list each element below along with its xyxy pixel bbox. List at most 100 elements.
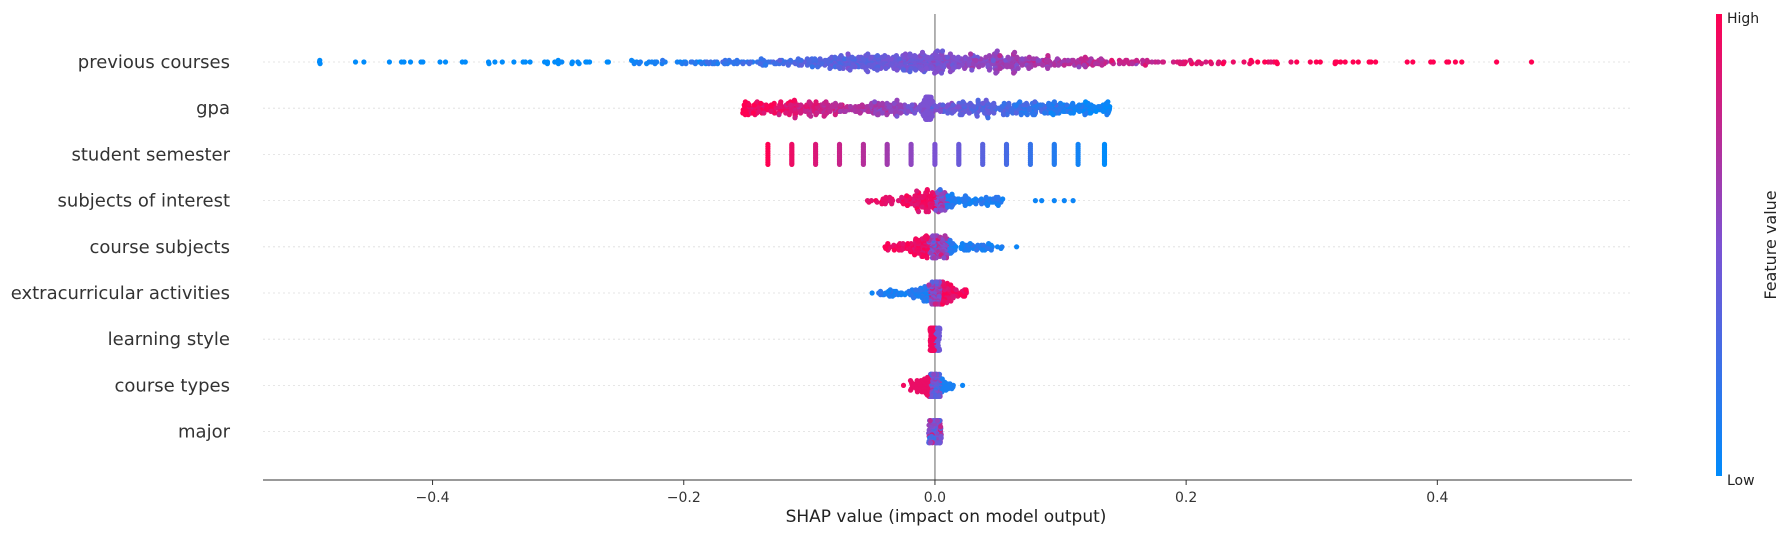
shap-point (833, 102, 839, 108)
shap-point (957, 292, 964, 298)
shap-point (967, 201, 973, 207)
shap-point (1366, 59, 1372, 65)
shap-point (683, 61, 689, 67)
shap-point (1037, 102, 1043, 108)
shap-point (789, 161, 795, 167)
shap-point (758, 56, 764, 62)
shap-point (953, 244, 959, 250)
shap-point (1181, 61, 1187, 67)
shap-point (912, 53, 918, 59)
shap-point (838, 53, 844, 59)
shap-point (865, 51, 871, 57)
shap-point (891, 247, 897, 253)
shap-point (965, 196, 972, 202)
shap-point (1100, 108, 1106, 114)
shap-point (809, 64, 815, 70)
shap-point (906, 288, 912, 294)
shap-point (1075, 161, 1081, 167)
shap-point (1042, 110, 1048, 116)
shap-point (986, 67, 993, 73)
shap-point (731, 61, 737, 67)
shap-point (962, 293, 968, 299)
shap-point (905, 241, 911, 247)
shap-point (1076, 102, 1082, 108)
shap-point (836, 161, 843, 167)
shap-point (709, 61, 716, 67)
shap-point (832, 54, 838, 60)
shap-point (847, 104, 854, 110)
shap-point (942, 233, 948, 239)
shap-point (1046, 100, 1052, 106)
shap-point (1045, 53, 1051, 59)
shap-point (860, 161, 867, 167)
shap-point (933, 279, 940, 285)
shap-point (1241, 59, 1247, 65)
shap-point (850, 64, 856, 70)
shap-point (1078, 56, 1084, 62)
shap-point (912, 110, 918, 116)
shap-point (966, 56, 972, 62)
shap-point (1000, 196, 1006, 202)
shap-point (927, 193, 934, 199)
shap-point (945, 193, 951, 199)
feature-label: course types (115, 375, 230, 396)
shap-point (1198, 61, 1204, 67)
shap-point (1061, 62, 1067, 68)
shap-point (939, 48, 946, 54)
shap-point (941, 255, 947, 261)
shap-point (899, 194, 905, 200)
shap-point (874, 199, 880, 205)
shap-point (884, 112, 890, 118)
shap-point (1187, 57, 1193, 64)
shap-point (1430, 59, 1436, 65)
shap-point (1003, 161, 1010, 167)
shap-point (407, 59, 414, 65)
shap-point (904, 193, 910, 199)
shap-point (386, 59, 392, 65)
shap-point (928, 94, 934, 100)
shap-point (1004, 64, 1010, 70)
shap-point (1051, 99, 1057, 105)
shap-point (1092, 61, 1099, 67)
shap-point (1014, 244, 1020, 250)
shap-point (922, 234, 928, 240)
x-tick-label: −0.4 (416, 490, 450, 506)
shap-point (995, 202, 1001, 208)
shap-point (806, 99, 812, 105)
shap-point (1129, 61, 1135, 67)
shap-point (922, 284, 928, 290)
shap-point (924, 54, 931, 60)
shap-point (1004, 112, 1010, 118)
shap-point (933, 440, 939, 446)
shap-point (875, 112, 881, 118)
shap-point (960, 99, 966, 105)
shap-point (1140, 57, 1146, 64)
shap-point (923, 209, 929, 215)
shap-point (787, 102, 794, 108)
shap-point (865, 108, 871, 114)
shap-point (985, 202, 991, 208)
shap-point (958, 245, 964, 251)
shap-point (962, 108, 968, 114)
shap-point (1307, 59, 1313, 65)
shap-point (934, 48, 941, 54)
shap-point (949, 191, 955, 197)
x-axis-title: SHAP value (impact on model output) (786, 507, 1107, 527)
shap-point (761, 110, 767, 116)
shap-point (1203, 59, 1209, 65)
shap-point (808, 113, 814, 119)
shap-point (1061, 198, 1067, 204)
shap-point (660, 57, 666, 64)
shap-point (1268, 59, 1274, 65)
shap-point (979, 107, 985, 113)
shap-point (937, 108, 944, 114)
colorbar-title: Feature value (1761, 190, 1780, 299)
shap-point (860, 56, 866, 62)
shap-point (1274, 61, 1280, 67)
shap-point (864, 104, 870, 110)
shap-point (927, 440, 934, 446)
shap-point (974, 247, 980, 253)
shap-point (1317, 59, 1323, 65)
shap-point (921, 298, 927, 304)
shap-point (907, 69, 913, 75)
